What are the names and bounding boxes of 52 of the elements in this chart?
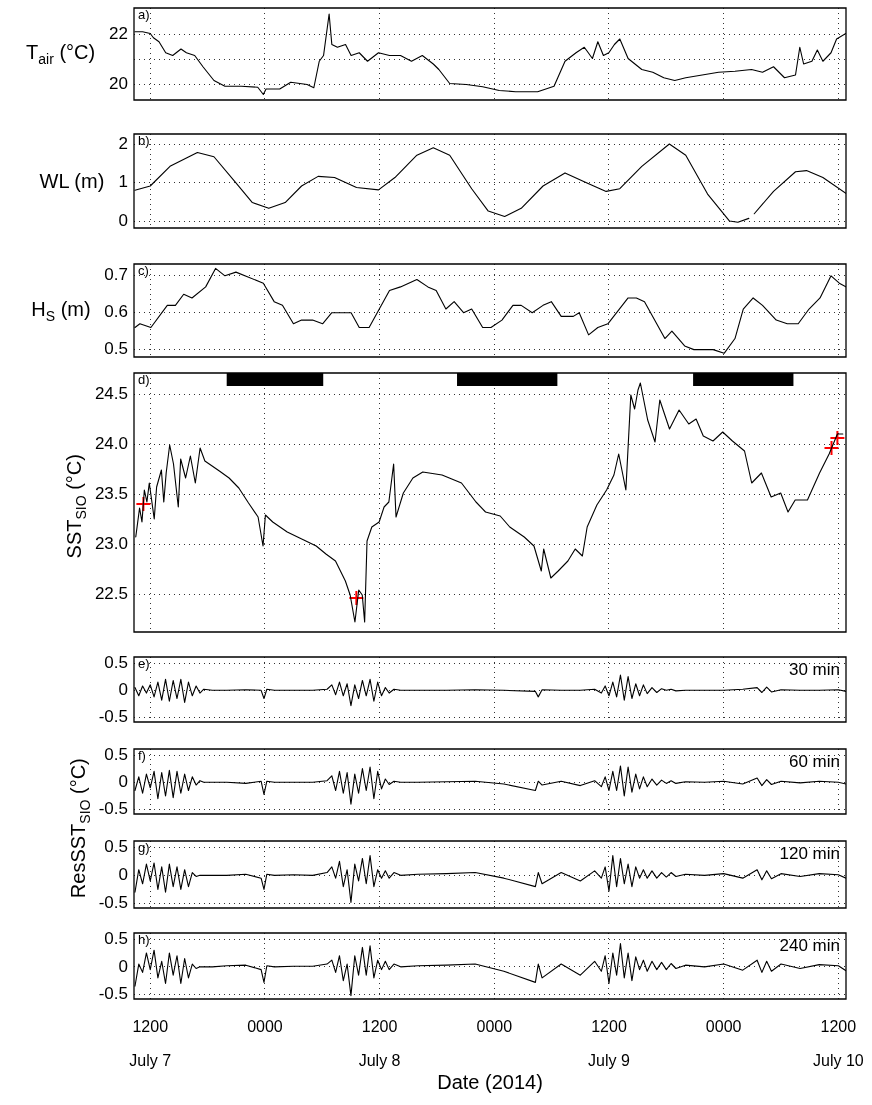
y-tick-label: 23.0	[94, 533, 128, 553]
y-tick-label: 0.5	[104, 836, 128, 856]
y-tick-label: 0.5	[104, 652, 128, 672]
annotation: 120 min	[779, 844, 840, 864]
annotation: 30 min	[788, 660, 840, 680]
point	[135, 496, 152, 512]
y-tick-label: 0.5	[104, 339, 128, 359]
annotation: h)	[138, 932, 150, 948]
annotation: b)	[138, 133, 150, 149]
annotation: g)	[138, 840, 150, 856]
y-tick-label: 24.0	[94, 433, 128, 453]
y-axis-title: H$_{S}$ (m)	[31, 297, 91, 324]
annotation: e)	[138, 656, 150, 672]
y-tick-label: 0	[118, 680, 128, 700]
annotation: d)	[138, 372, 150, 388]
y-tick-label: 0	[118, 772, 128, 792]
annotation: 60 min	[788, 752, 840, 772]
y-axis-title: WL (m)	[39, 170, 105, 192]
point	[348, 590, 365, 606]
x-axis-title: Date (2014)	[437, 1070, 543, 1093]
y-tick-label: 0	[118, 865, 128, 885]
annotation: 240 min	[779, 936, 840, 956]
x-tick-label: 0000	[476, 1018, 513, 1036]
y-tick-label: 22	[109, 24, 128, 44]
y-tick-label: -0.5	[98, 707, 128, 727]
x-tick-label: 1200 July 8	[358, 1018, 401, 1069]
y-tick-label: -0.5	[98, 984, 128, 1004]
y-tick-label: 23.5	[94, 483, 128, 503]
annotation: f)	[138, 748, 146, 764]
y-tick-label: 0.5	[104, 744, 128, 764]
point	[829, 430, 846, 446]
point	[823, 440, 840, 456]
y-tick-label: 0.5	[104, 928, 128, 948]
annotation: c)	[138, 263, 149, 279]
x-tick-label: 1200 July 9	[588, 1018, 630, 1069]
x-tick-label: 1200 July 10	[813, 1018, 864, 1069]
y-tick-label: 0.7	[104, 265, 128, 285]
x-tick-label: 1200 July 7	[129, 1018, 172, 1069]
y-axis-title: T$_{air}$ (°C)	[26, 41, 96, 68]
y-tick-label: 2	[118, 133, 128, 153]
y-tick-label: 1	[118, 172, 128, 192]
y-tick-label: 24.5	[94, 383, 128, 403]
y-tick-label: 20	[109, 74, 128, 94]
x-tick-label: 0000	[705, 1018, 742, 1036]
y-tick-label: -0.5	[98, 799, 128, 819]
y-tick-label: -0.5	[98, 893, 128, 913]
annotation: a)	[138, 7, 150, 23]
y-tick-label: 0.6	[104, 302, 128, 322]
x-tick-label: 0000	[247, 1018, 283, 1036]
y-tick-label: 22.5	[94, 583, 128, 603]
y-tick-label: 0	[118, 210, 128, 230]
y-tick-label: 0	[118, 956, 128, 976]
